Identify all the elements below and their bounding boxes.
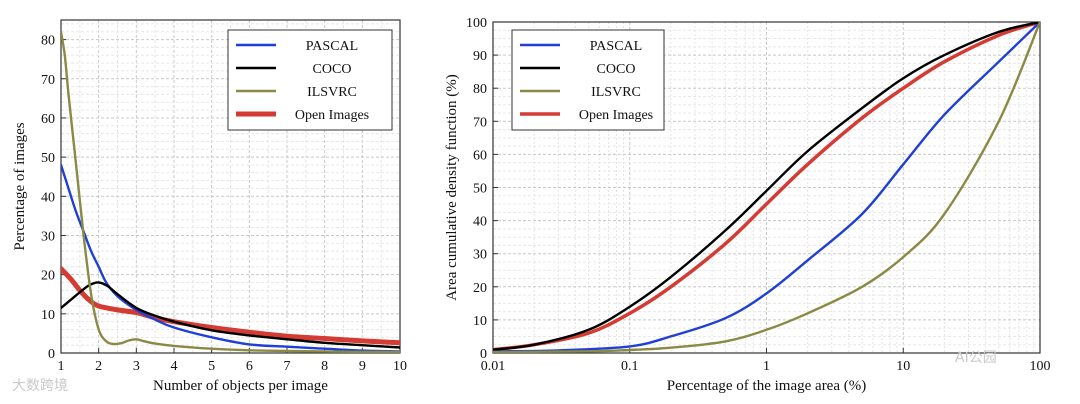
x-tick-label: 1 <box>58 359 65 374</box>
legend-label: ILSVRC <box>307 85 357 100</box>
x-tick-label: 7 <box>284 359 291 374</box>
y-tick-label: 80 <box>473 82 487 97</box>
x-tick-label: 2 <box>95 359 102 374</box>
y-tick-label: 80 <box>41 34 55 49</box>
y-tick-label: 0 <box>48 347 55 362</box>
y-tick-label: 70 <box>41 73 55 88</box>
y-tick-label: 20 <box>473 281 487 296</box>
y-tick-label: 30 <box>473 248 487 263</box>
watermark-left: 大数跨境 <box>12 378 68 394</box>
series-line-ilsvrc <box>61 30 400 353</box>
plot-frame <box>60 19 401 354</box>
y-tick-label: 40 <box>41 190 55 205</box>
legend-label: Open Images <box>295 108 369 123</box>
x-tick-label: 4 <box>171 359 178 374</box>
legend-label: PASCAL <box>590 39 642 54</box>
y-tick-label: 50 <box>473 182 487 197</box>
x-tick-label: 10 <box>393 359 407 374</box>
legend-label: PASCAL <box>306 39 358 54</box>
x-tick-label: 5 <box>208 359 215 374</box>
x-tick-label: 9 <box>359 359 366 374</box>
x-tick-label: 10 <box>896 359 910 374</box>
x-axis-label: Percentage of the image area (%) <box>667 378 866 394</box>
y-tick-label: 20 <box>41 269 55 284</box>
y-tick-label: 10 <box>41 308 55 323</box>
chart-1: 1 2 3 4 5 6 7 8 9 10 0 10 20 30 40 50 60 70 80 Number of ob… <box>12 19 407 394</box>
x-axis-label: Number of objects per image <box>153 378 328 394</box>
x-tick-label: 0.01 <box>481 359 506 374</box>
y-tick-label: 50 <box>41 151 55 166</box>
series-line-open-images <box>61 266 400 346</box>
y-tick-label: 40 <box>473 215 487 230</box>
series-line-coco <box>493 22 1040 351</box>
y-axis-label: Area cumulative density function (%) <box>444 74 460 301</box>
x-tick-label: 3 <box>133 359 140 374</box>
y-tick-label: 10 <box>473 314 487 329</box>
legend-label: ILSVRC <box>591 85 641 100</box>
y-tick-label: 60 <box>41 112 55 127</box>
x-tick-label: 1 <box>763 359 770 374</box>
watermark-right: AI公园 <box>955 350 997 366</box>
y-tick-label: 100 <box>466 16 487 31</box>
y-axis-label: Percentage of images <box>12 122 28 250</box>
y-tick-label: 70 <box>473 115 487 130</box>
legend: PASCAL COCO ILSVRC Open Images <box>227 29 393 131</box>
legend-label: COCO <box>597 62 636 77</box>
x-tick-label: 0.1 <box>621 359 639 374</box>
series-line-open-images <box>493 22 1040 352</box>
chart-2: 0.01 0.1 1 10 100 0 10 20 30 40 50 60 70 80 90 100 Perce… <box>444 16 1051 394</box>
series-line-pascal <box>493 22 1040 353</box>
series-line-coco <box>61 281 400 349</box>
legend-label: Open Images <box>579 108 653 123</box>
legend: PASCAL COCO ILSVRC Open Images <box>511 29 665 131</box>
legend-label: COCO <box>313 62 352 77</box>
x-tick-label: 100 <box>1030 359 1051 374</box>
y-tick-label: 0 <box>480 347 487 362</box>
x-tick-label: 8 <box>321 359 328 374</box>
x-tick-label: 6 <box>246 359 253 374</box>
y-tick-label: 60 <box>473 148 487 163</box>
series-line-ilsvrc <box>493 22 1040 353</box>
y-tick-label: 90 <box>473 49 487 64</box>
y-tick-label: 30 <box>41 229 55 244</box>
